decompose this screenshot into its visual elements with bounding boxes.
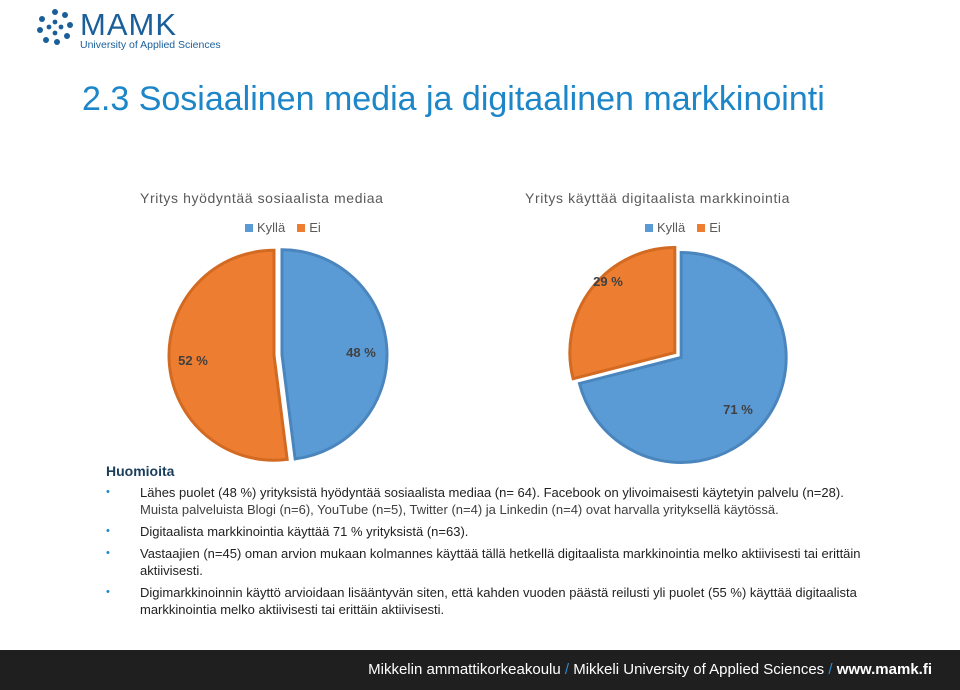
legend-label-kylla: Kyllä	[657, 220, 686, 235]
note-item: • Digitaalista markkinointia käyttää 71 %…	[106, 523, 866, 540]
notes-list: • Lähes puolet (48 %) yrityksistä hyödynt…	[106, 484, 866, 623]
note-item: • Digimarkkinoinnin käyttö arvioidaan lis…	[106, 584, 866, 618]
pie-slice-ei	[167, 248, 289, 462]
pie-slice-kylla	[577, 250, 788, 464]
legend-item-ei: Ei	[297, 220, 321, 235]
bullet-icon: •	[106, 586, 110, 598]
note-text: Vastaajien (n=45) oman arvion mukaan kol…	[140, 546, 861, 578]
pie-data-label: 71 %	[723, 402, 753, 417]
legend-label-ei: Ei	[709, 220, 721, 235]
note-item: • Lähes puolet (48 %) yrityksistä hyödynt…	[106, 484, 866, 518]
legend-label-kylla: Kyllä	[257, 220, 286, 235]
pie-slice-kylla	[280, 248, 389, 461]
bullet-icon: •	[106, 525, 110, 537]
pie-data-label: 52 %	[178, 353, 208, 368]
pie-data-label: 48 %	[346, 345, 376, 360]
note-text: Digitaalista markkinointia käyttää 71 % …	[140, 524, 469, 539]
note-item: • Vastaajien (n=45) oman arvion mukaan ko…	[106, 545, 866, 579]
pie-data-label: 29 %	[593, 274, 623, 289]
note-text: Digimarkkinoinnin käyttö arvioidaan lisä…	[140, 585, 857, 617]
legend-social-media: Kyllä Ei	[245, 220, 333, 235]
footer-part1: Mikkelin ammattikorkeakoulu	[368, 661, 561, 678]
footer-part2: Mikkeli University of Applied Sciences	[573, 661, 825, 678]
legend-digital-marketing: Kyllä Ei	[645, 220, 733, 235]
page-title: 2.3 Sosiaalinen media ja digitaalinen ma…	[82, 80, 825, 118]
footer-bar: Mikkelin ammattikorkeakoulu / Mikkeli Un…	[0, 650, 960, 690]
legend-item-ei: Ei	[697, 220, 721, 235]
legend-item-kylla: Kyllä	[645, 220, 685, 235]
chart-title-digital-marketing: Yritys käyttää digitaalista markkinointi…	[525, 190, 791, 206]
note-extra-text: Muista palveluista Blogi (n=6), YouTube …	[140, 502, 779, 517]
legend-swatch-ei	[297, 223, 306, 232]
legend-swatch-ei	[697, 223, 706, 232]
legend-swatch-kylla	[245, 223, 253, 232]
legend-label-ei: Ei	[309, 220, 321, 235]
mamk-logo: MAMK University of Applied Sciences	[34, 4, 224, 52]
bullet-icon: •	[106, 486, 110, 498]
bullet-icon: •	[106, 547, 110, 559]
footer-website-link[interactable]: www.mamk.fi	[836, 661, 932, 678]
footer-text: Mikkelin ammattikorkeakoulu / Mikkeli Un…	[368, 661, 932, 678]
footer-separator: /	[564, 661, 570, 678]
pie-charts: 48 % 52 % 71 % 29 %	[167, 246, 788, 464]
note-text: Lähes puolet (48 %) yrityksistä hyödyntä…	[140, 485, 844, 500]
logo-dots-icon	[37, 9, 73, 45]
pie-slice-ei	[568, 246, 677, 381]
chart-title-social-media: Yritys hyödyntää sosiaalista mediaa	[140, 190, 384, 206]
logo-subtitle: University of Applied Sciences	[80, 39, 221, 51]
logo-wordmark: MAMK	[80, 7, 177, 42]
footer-separator: /	[828, 661, 833, 678]
legend-swatch-kylla	[645, 223, 653, 232]
notes-heading: Huomioita	[106, 463, 175, 479]
legend-item-kylla: Kyllä	[245, 220, 285, 235]
